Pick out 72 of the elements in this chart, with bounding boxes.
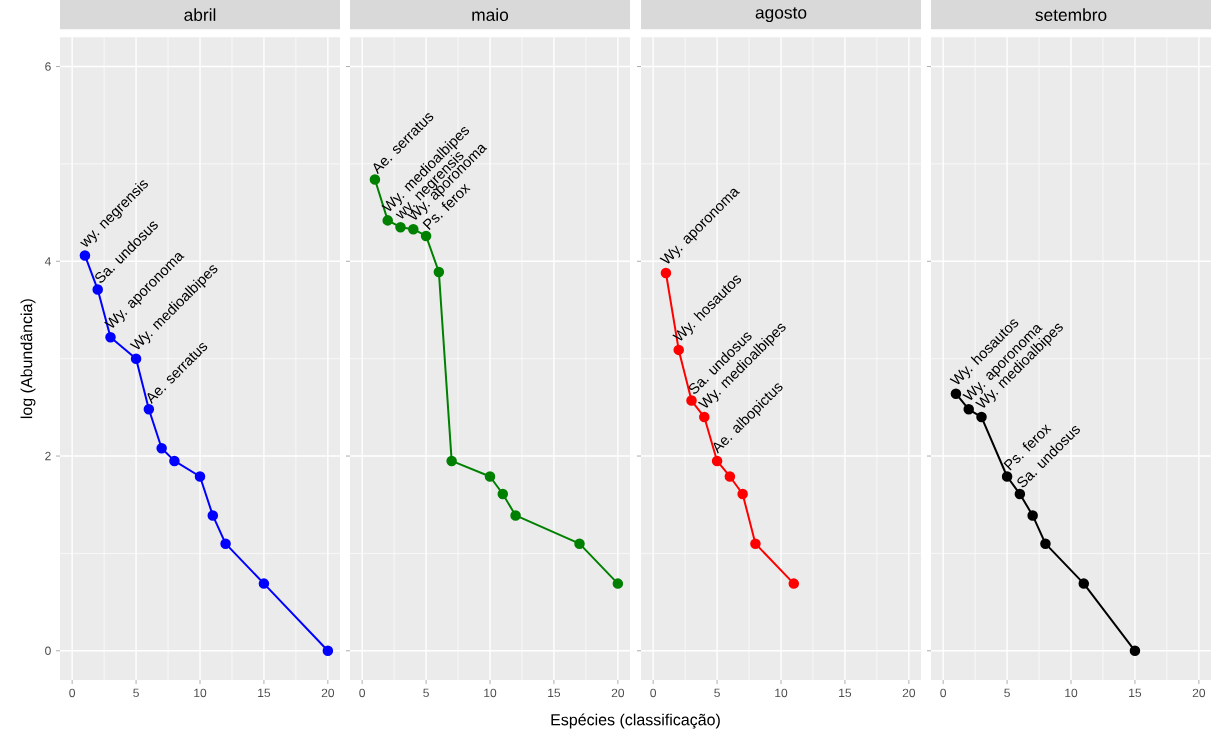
x-tick-label: 15 — [839, 688, 852, 698]
x-tick-label: 15 — [258, 688, 271, 698]
point — [420, 230, 432, 242]
point — [369, 174, 381, 185]
point — [497, 488, 509, 500]
x-tick-label: 10 — [775, 688, 788, 698]
point — [79, 250, 91, 261]
x-tick-label: 0 — [359, 688, 366, 698]
chart-title: setembro — [1035, 8, 1107, 22]
y-axis-title: log (Abundância) — [20, 299, 36, 419]
x-tick-label: 20 — [611, 688, 625, 698]
chart-title: abril — [184, 8, 216, 22]
point — [699, 411, 710, 423]
x-tick-label: 0 — [650, 688, 657, 698]
point — [207, 510, 219, 521]
y-tick-label: 6 — [45, 62, 51, 71]
point — [92, 284, 103, 295]
x-tick-label: 5 — [714, 688, 720, 698]
point — [220, 538, 231, 549]
point — [105, 331, 116, 343]
point — [1027, 510, 1038, 521]
x-tick-label: 20 — [1192, 688, 1206, 698]
point — [1001, 471, 1013, 482]
point — [950, 388, 962, 399]
x-tick-label: 5 — [423, 688, 429, 698]
point — [156, 442, 167, 454]
x-tick-label: 5 — [1004, 688, 1010, 698]
point — [408, 223, 419, 235]
point — [169, 455, 180, 467]
x-tick-label: 0 — [940, 688, 947, 698]
point — [686, 395, 697, 406]
point — [143, 404, 155, 415]
point — [484, 471, 496, 482]
x-tick-label: 15 — [1129, 688, 1142, 698]
point — [574, 538, 585, 549]
point — [322, 645, 334, 657]
point — [788, 578, 800, 589]
point — [395, 221, 406, 233]
x-tick-label: 10 — [484, 688, 497, 698]
point — [963, 404, 974, 415]
chart-title: agosto — [755, 7, 807, 23]
chart-title: maio — [472, 8, 509, 22]
point — [194, 471, 206, 482]
x-tick-label: 20 — [902, 688, 916, 698]
point — [976, 411, 987, 423]
point — [1078, 578, 1090, 589]
point — [446, 455, 457, 467]
x-tick-label: 0 — [69, 688, 76, 698]
point — [711, 455, 723, 467]
point — [673, 344, 684, 356]
point — [382, 215, 393, 226]
point — [433, 266, 445, 278]
point — [510, 510, 521, 521]
x-tick-label: 20 — [321, 688, 335, 698]
y-tick-label: 0 — [45, 646, 51, 656]
x-tick-label: 10 — [1065, 688, 1078, 698]
y-tick-label: 4 — [44, 257, 51, 266]
point — [750, 538, 761, 549]
point — [660, 267, 672, 279]
x-tick-label: 5 — [133, 688, 139, 698]
x-tick-label: 10 — [194, 688, 207, 698]
x-tick-label: 15 — [548, 688, 561, 698]
y-tick-label: 2 — [45, 451, 51, 461]
point — [1014, 488, 1026, 500]
point — [1129, 645, 1141, 657]
point — [258, 578, 270, 589]
point — [612, 578, 624, 589]
point — [1040, 538, 1051, 549]
x-axis-title: Espécies (classificação) — [551, 713, 720, 729]
point — [737, 488, 748, 500]
point — [130, 353, 142, 364]
point — [724, 471, 736, 482]
